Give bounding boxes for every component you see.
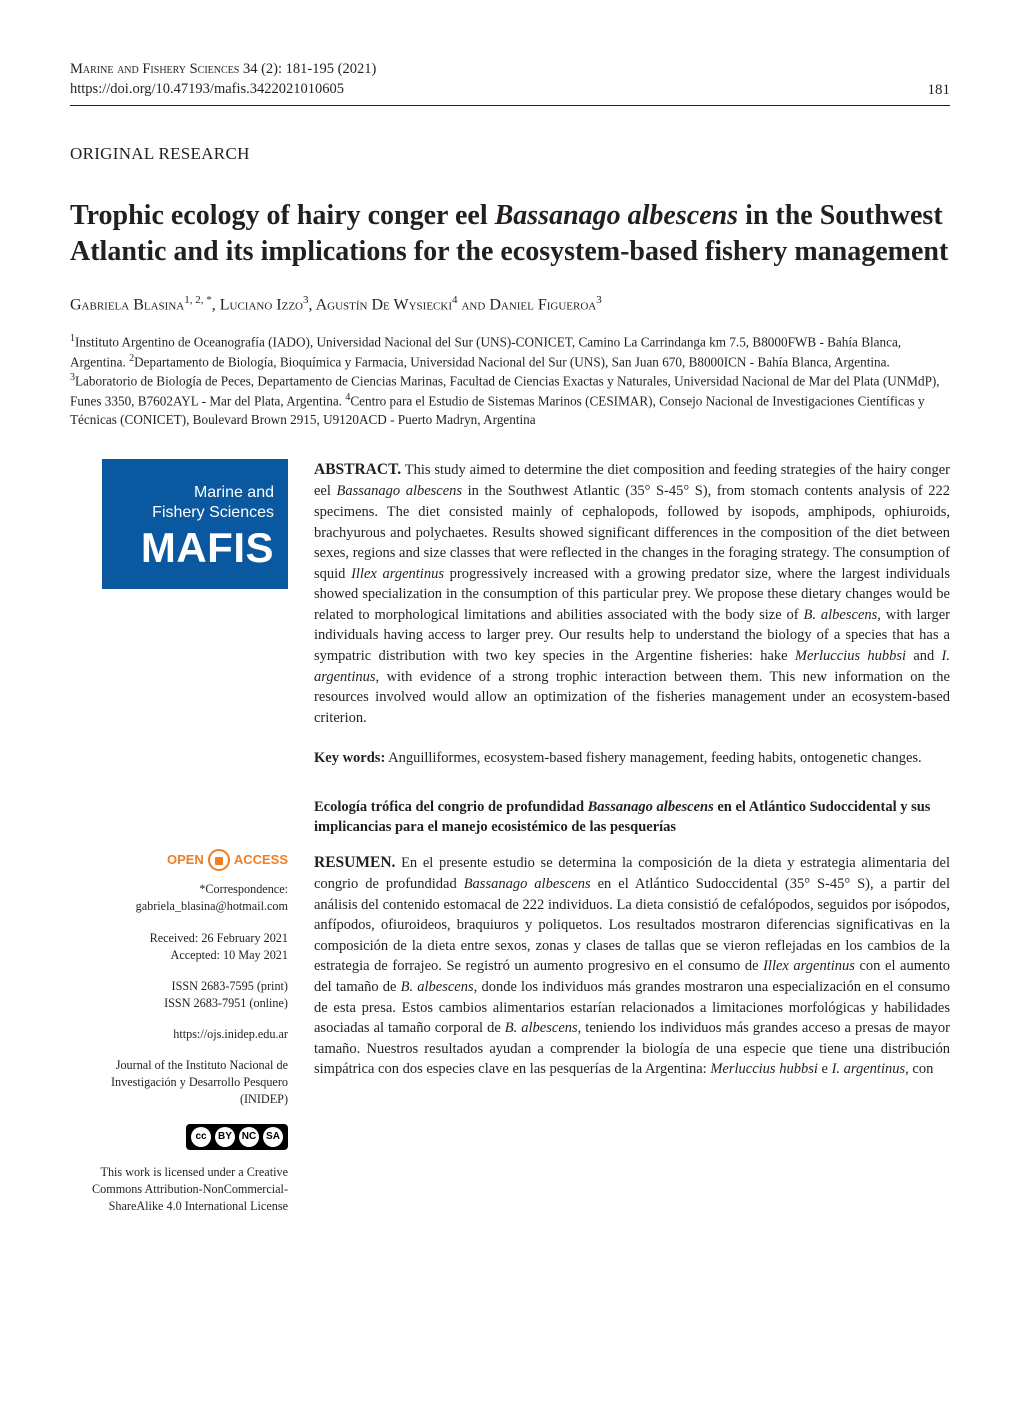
cc-badge-wrap: cc BY NC SA (70, 1118, 288, 1150)
keywords-label: Key words: (314, 750, 385, 766)
issn-print: ISSN 2683-7595 (print) (70, 978, 288, 995)
affiliations: 1Instituto Argentino de Oceanografía (IA… (70, 332, 950, 429)
journal-logo: Marine and Fishery Sciences MAFIS (102, 459, 288, 589)
license-block: This work is licensed under a Creative C… (70, 1164, 288, 1215)
resumen-text: En el presente estudio se determina la c… (314, 855, 950, 1077)
journal-line: Marine and Fishery Sciences 34 (2): 181-… (70, 60, 376, 80)
sidebar: Marine and Fishery Sciences MAFIS OPEN A… (70, 459, 288, 1215)
cc-sa-icon: SA (263, 1127, 283, 1147)
cc-nc-icon: NC (239, 1127, 259, 1147)
accepted-date: Accepted: 10 May 2021 (70, 947, 288, 964)
page-number: 181 (928, 82, 951, 99)
cc-icon: cc (191, 1127, 211, 1147)
open-access-badge: OPEN ACCESS (70, 849, 288, 871)
abstract-block: ABSTRACT. This study aimed to determine … (314, 459, 950, 728)
two-column-region: Marine and Fishery Sciences MAFIS OPEN A… (70, 459, 950, 1215)
doi-line: https://doi.org/10.47193/mafis.342202101… (70, 80, 376, 100)
dates-block: Received: 26 February 2021 Accepted: 10 … (70, 930, 288, 964)
issn-online: ISSN 2683-7951 (online) (70, 995, 288, 1012)
logo-line-2: Fishery Sciences (116, 504, 274, 522)
journal-of-text: Journal of the Instituto Nacional de Inv… (70, 1057, 288, 1108)
open-access-right: ACCESS (234, 851, 288, 869)
correspondence-email: gabriela_blasina@hotmail.com (70, 898, 288, 915)
journal-url: https://ojs.inidep.edu.ar (70, 1026, 288, 1043)
journal-of-block: Journal of the Instituto Nacional de Inv… (70, 1057, 288, 1108)
abstract-label: ABSTRACT. (314, 461, 401, 478)
logo-acronym: MAFIS (116, 527, 274, 569)
section-label: ORIGINAL RESEARCH (70, 144, 950, 164)
journal-url-block: https://ojs.inidep.edu.ar (70, 1026, 288, 1043)
issn-block: ISSN 2683-7595 (print) ISSN 2683-7951 (o… (70, 978, 288, 1012)
author-list: Gabriela Blasina1, 2, *, Luciano Izzo3, … (70, 294, 950, 314)
abstract-text: This study aimed to determine the diet c… (314, 462, 950, 725)
received-date: Received: 26 February 2021 (70, 930, 288, 947)
running-head: Marine and Fishery Sciences 34 (2): 181-… (70, 60, 950, 106)
open-access-lock-icon (208, 849, 230, 871)
keywords-text: Anguilliformes, ecosystem-based fishery … (388, 750, 922, 766)
license-text: This work is licensed under a Creative C… (70, 1164, 288, 1215)
running-head-left: Marine and Fishery Sciences 34 (2): 181-… (70, 60, 376, 99)
logo-line-1: Marine and (116, 484, 274, 502)
resumen-block: RESUMEN. En el presente estudio se deter… (314, 852, 950, 1080)
cc-badge: cc BY NC SA (186, 1124, 288, 1150)
keywords-block: Key words: Anguilliformes, ecosystem-bas… (314, 748, 950, 769)
correspondence-label: *Correspondence: (70, 881, 288, 898)
cc-by-icon: BY (215, 1127, 235, 1147)
main-column: ABSTRACT. This study aimed to determine … (314, 459, 950, 1215)
open-access-left: OPEN (167, 851, 204, 869)
page: Marine and Fishery Sciences 34 (2): 181-… (0, 0, 1020, 1285)
article-title: Trophic ecology of hairy conger eel Bass… (70, 198, 950, 270)
spanish-title: Ecología trófica del congrio de profundi… (314, 797, 950, 838)
correspondence-block: *Correspondence: gabriela_blasina@hotmai… (70, 881, 288, 915)
resumen-label: RESUMEN. (314, 854, 395, 871)
